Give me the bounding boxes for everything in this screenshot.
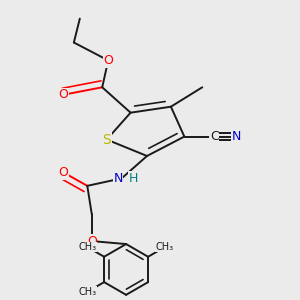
Text: N: N xyxy=(232,130,241,143)
Text: O: O xyxy=(58,88,68,101)
Text: O: O xyxy=(58,166,68,179)
Text: C: C xyxy=(210,130,219,143)
Text: O: O xyxy=(103,54,113,67)
Text: CH₃: CH₃ xyxy=(156,242,174,252)
Text: H: H xyxy=(128,172,138,185)
Text: S: S xyxy=(102,133,111,146)
Text: CH₃: CH₃ xyxy=(78,242,96,252)
Text: N: N xyxy=(113,172,123,185)
Text: CH₃: CH₃ xyxy=(78,287,96,297)
Text: O: O xyxy=(87,235,97,248)
